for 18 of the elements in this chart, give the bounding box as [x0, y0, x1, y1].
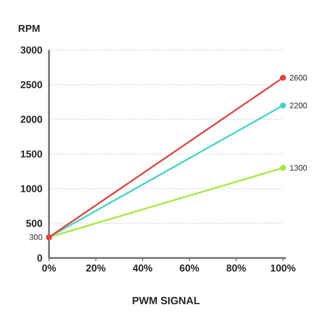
x-axis-title: PWM SIGNAL	[132, 296, 200, 304]
x-tick-label: 80%	[226, 264, 246, 272]
y-tick-label: 2000	[20, 116, 42, 123]
point	[280, 74, 286, 81]
y-axis-title: RPM	[18, 25, 40, 32]
x-tick-label: 0%	[42, 264, 56, 272]
x-tick-label: 20%	[86, 264, 106, 272]
point	[280, 164, 286, 171]
y-tick-label: 0	[37, 254, 42, 262]
y-tick-label: 3000	[20, 46, 42, 54]
y-tick-label: 2500	[20, 81, 42, 88]
x-tick-label: 60%	[180, 264, 200, 272]
point	[280, 102, 286, 108]
x-tick-label: 100%	[270, 264, 296, 272]
y-tick-label: 1000	[20, 185, 42, 192]
y-tick-label: 500	[26, 220, 42, 227]
y-tick-label: 1500	[20, 150, 42, 158]
x-tick-label: 40%	[132, 264, 152, 272]
